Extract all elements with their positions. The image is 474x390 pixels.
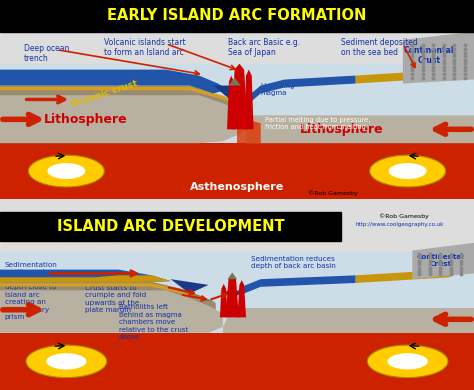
Polygon shape xyxy=(356,269,450,283)
Text: Oceanic crust: Oceanic crust xyxy=(70,78,139,108)
Polygon shape xyxy=(227,76,236,129)
Polygon shape xyxy=(225,300,235,310)
Polygon shape xyxy=(213,85,244,101)
Polygon shape xyxy=(223,308,474,333)
Polygon shape xyxy=(237,115,474,143)
Polygon shape xyxy=(228,78,241,85)
Polygon shape xyxy=(242,76,356,107)
Bar xyxy=(0,0,474,32)
Polygon shape xyxy=(403,32,474,83)
Polygon shape xyxy=(412,243,474,279)
Polygon shape xyxy=(0,85,242,109)
Polygon shape xyxy=(0,143,474,199)
Bar xyxy=(0,241,474,390)
Polygon shape xyxy=(0,96,246,143)
Polygon shape xyxy=(0,333,474,390)
Text: ©Rob Gamesby: ©Rob Gamesby xyxy=(379,213,429,219)
Text: Partial melting due to pressure,
friction and heat from melting: Partial melting due to pressure, frictio… xyxy=(265,117,371,130)
Bar xyxy=(0,252,474,333)
Polygon shape xyxy=(0,269,171,282)
Polygon shape xyxy=(0,282,216,310)
Text: Lithosphere: Lithosphere xyxy=(300,123,383,136)
Polygon shape xyxy=(220,284,228,317)
Bar xyxy=(0,64,474,199)
Polygon shape xyxy=(228,273,237,279)
Polygon shape xyxy=(244,69,254,129)
Text: Sedimentation reduces
depth of back arc basin: Sedimentation reduces depth of back arc … xyxy=(251,256,336,269)
Text: Volcanic islands start
to form an Island arc: Volcanic islands start to form an Island… xyxy=(104,38,186,57)
Text: Continental
Crust: Continental Crust xyxy=(404,46,454,66)
Text: EARLY ISLAND ARC FORMATION: EARLY ISLAND ARC FORMATION xyxy=(107,9,367,23)
Text: Sediment deposited
on the sea bed: Sediment deposited on the sea bed xyxy=(341,38,418,57)
Polygon shape xyxy=(0,69,228,94)
Text: Back arc Basic e.g.
Sea of Japan: Back arc Basic e.g. Sea of Japan xyxy=(228,38,300,57)
Polygon shape xyxy=(171,279,209,294)
Polygon shape xyxy=(225,287,239,300)
Text: Deep ocean
trench: Deep ocean trench xyxy=(24,44,69,63)
Polygon shape xyxy=(142,281,216,302)
Text: Upwelling
magma: Upwelling magma xyxy=(261,83,295,96)
Text: Lithosphere: Lithosphere xyxy=(44,113,127,126)
Polygon shape xyxy=(28,155,104,187)
Text: http://www.coolgeography.co.uk: http://www.coolgeography.co.uk xyxy=(356,222,444,227)
Polygon shape xyxy=(46,353,86,369)
Polygon shape xyxy=(356,69,450,83)
Text: ©Rob Gamesby: ©Rob Gamesby xyxy=(308,190,358,196)
Polygon shape xyxy=(389,163,427,179)
Polygon shape xyxy=(226,275,239,317)
Text: Continental
Crust: Continental Crust xyxy=(417,254,465,266)
Polygon shape xyxy=(0,291,223,333)
Text: Batholiths left
behind as magma
chambers move
relative to the crust
above: Batholiths left behind as magma chambers… xyxy=(118,304,188,340)
Polygon shape xyxy=(237,280,246,317)
Polygon shape xyxy=(47,163,85,179)
Text: Sedimentation
continues to
decrease ocean
depth close to
island arc
creating an
: Sedimentation continues to decrease ocea… xyxy=(5,262,62,321)
Text: Asthenosphere: Asthenosphere xyxy=(190,182,284,192)
Polygon shape xyxy=(370,155,446,187)
Polygon shape xyxy=(388,353,428,369)
Polygon shape xyxy=(26,345,107,378)
Polygon shape xyxy=(231,64,248,129)
Text: ISLAND ARC DEVELOPMENT: ISLAND ARC DEVELOPMENT xyxy=(57,219,284,234)
Polygon shape xyxy=(237,119,261,143)
Text: Crust starts to
crumple and fold
upwards at the
plate margin: Crust starts to crumple and fold upwards… xyxy=(85,285,146,314)
Bar xyxy=(0,32,474,64)
Polygon shape xyxy=(0,275,171,282)
Bar xyxy=(0,212,341,241)
Polygon shape xyxy=(232,275,356,296)
Polygon shape xyxy=(367,345,448,378)
